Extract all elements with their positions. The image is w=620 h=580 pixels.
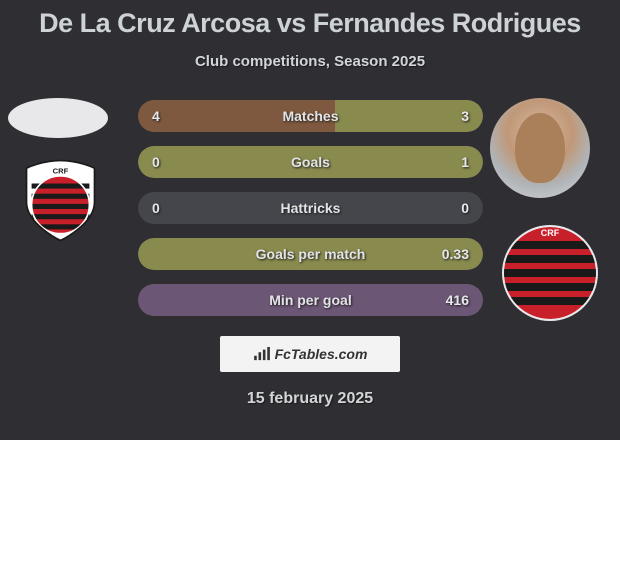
stat-label: Min per goal xyxy=(269,292,351,308)
comparison-card: De La Cruz Arcosa vs Fernandes Rodrigues… xyxy=(0,0,620,440)
stat-value-right: 416 xyxy=(446,292,469,308)
svg-text:CRF: CRF xyxy=(53,166,69,175)
brand-text: FcTables.com xyxy=(275,346,368,362)
player-left-avatar xyxy=(8,98,108,138)
stat-value-right: 3 xyxy=(461,108,469,124)
stat-value-left: 0 xyxy=(152,200,160,216)
chart-icon xyxy=(253,347,271,361)
page-title: De La Cruz Arcosa vs Fernandes Rodrigues xyxy=(0,0,620,39)
stat-value-right: 1 xyxy=(461,154,469,170)
stat-value-left: 0 xyxy=(152,154,160,170)
stat-label: Goals per match xyxy=(256,246,366,262)
stat-value-right: 0 xyxy=(461,200,469,216)
stat-value-right: 0.33 xyxy=(442,246,469,262)
stat-value-left: 4 xyxy=(152,108,160,124)
stat-row: Min per goal 416 xyxy=(138,284,483,316)
stat-row: 0 Goals 1 xyxy=(138,146,483,178)
stat-label: Goals xyxy=(291,154,330,170)
player-right-avatar xyxy=(490,98,590,198)
stat-label: Matches xyxy=(282,108,338,124)
stat-row: 0 Hattricks 0 xyxy=(138,192,483,224)
stat-rows: 4 Matches 3 0 Goals 1 0 Hattricks 0 Goals per mat… xyxy=(138,100,483,330)
stats-area: CRF CRF xyxy=(0,98,620,328)
subtitle: Club competitions, Season 2025 xyxy=(0,53,620,70)
brand-badge[interactable]: FcTables.com xyxy=(220,336,400,372)
club-left-crest-icon: CRF xyxy=(18,158,103,243)
lower-blank xyxy=(0,440,620,580)
stat-label: Hattricks xyxy=(281,200,341,216)
comparison-date: 15 february 2025 xyxy=(0,390,620,408)
svg-text:CRF: CRF xyxy=(541,228,560,238)
stat-row: Goals per match 0.33 xyxy=(138,238,483,270)
club-right-crest-icon: CRF xyxy=(500,223,600,323)
stat-row: 4 Matches 3 xyxy=(138,100,483,132)
